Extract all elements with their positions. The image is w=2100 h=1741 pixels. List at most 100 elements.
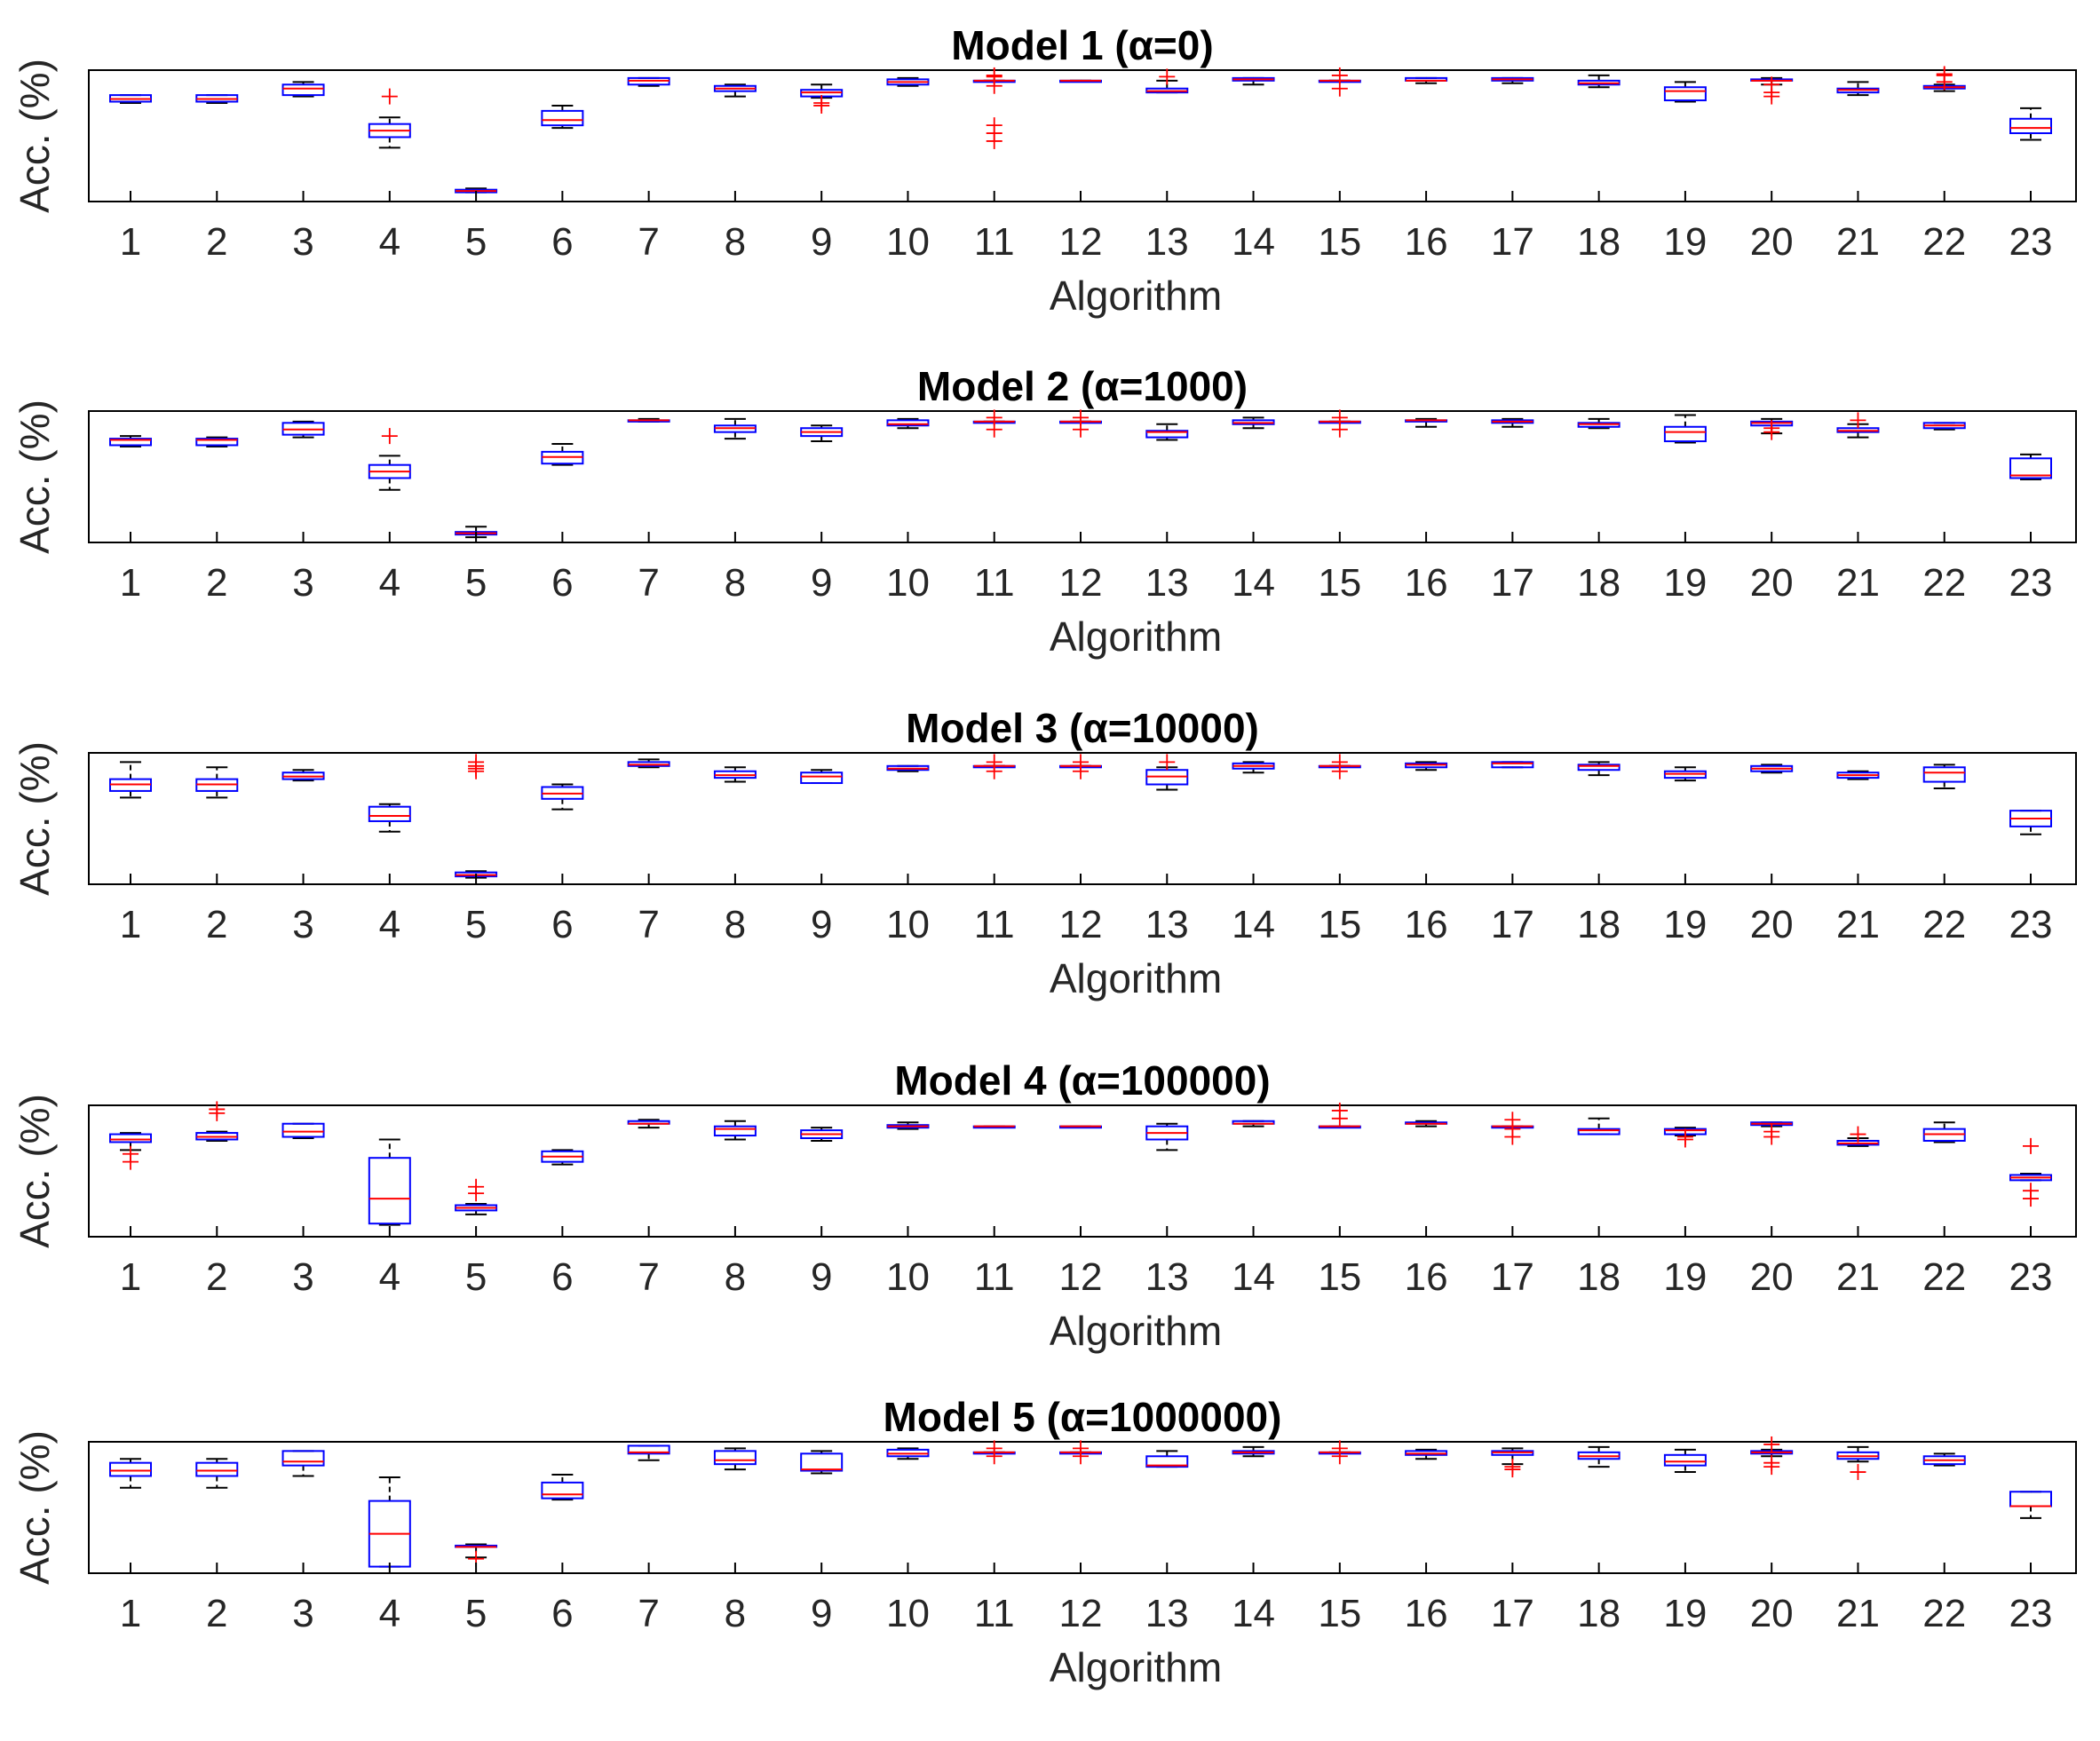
box-algorithm-2 xyxy=(195,94,239,104)
x-tick-label: 14 xyxy=(1232,1255,1275,1299)
box-algorithm-14 xyxy=(1232,761,1275,774)
x-tick-label: 12 xyxy=(1059,561,1103,605)
box-algorithm-4 xyxy=(368,1476,411,1568)
x-tick-label: 21 xyxy=(1836,561,1880,605)
box-algorithm-15 xyxy=(1318,1440,1361,1465)
x-tick-label: 2 xyxy=(206,561,227,605)
outlier-marker xyxy=(123,1145,139,1162)
outlier-marker xyxy=(1504,1112,1521,1128)
iqr-box xyxy=(1577,764,1621,772)
box-algorithm-18 xyxy=(1577,74,1621,89)
x-axis-label: Algorithm xyxy=(1050,1308,1222,1354)
box-algorithm-3 xyxy=(281,81,325,98)
box-algorithm-19 xyxy=(1663,1448,1707,1474)
box-algorithm-3 xyxy=(281,769,325,782)
outlier-marker xyxy=(1159,68,1176,85)
x-tick-label: 2 xyxy=(206,903,227,946)
x-tick-label: 10 xyxy=(886,561,930,605)
box-algorithm-23 xyxy=(2009,107,2052,141)
x-tick-label: 10 xyxy=(886,1592,930,1635)
box-algorithm-13 xyxy=(1145,1450,1189,1468)
box-algorithm-1 xyxy=(109,1458,152,1489)
box-algorithm-22 xyxy=(1922,1121,1966,1144)
box-algorithm-17 xyxy=(1491,1112,1534,1145)
box-algorithm-17 xyxy=(1491,761,1534,769)
x-tick-label: 14 xyxy=(1232,1592,1275,1635)
x-tick-label: 8 xyxy=(725,561,746,605)
x-tick-label: 1 xyxy=(120,1255,141,1299)
box-algorithm-6 xyxy=(541,1149,584,1166)
outlier-marker xyxy=(468,754,485,771)
outlier-marker xyxy=(1331,1102,1348,1119)
box-algorithm-13 xyxy=(1145,754,1189,791)
box-algorithm-16 xyxy=(1405,417,1448,428)
box-algorithm-17 xyxy=(1491,417,1534,428)
outlier-marker xyxy=(1331,1440,1348,1457)
iqr-box xyxy=(800,1452,844,1472)
x-tick-label: 1 xyxy=(120,561,141,605)
iqr-box xyxy=(1663,425,1707,443)
box-algorithm-4 xyxy=(368,88,411,149)
box-algorithm-4 xyxy=(368,803,411,833)
x-axis-label: Algorithm xyxy=(1050,613,1222,660)
x-tick-label: 7 xyxy=(638,220,659,264)
iqr-box xyxy=(281,1450,325,1467)
box-algorithm-5 xyxy=(455,1543,498,1567)
x-tick-label: 12 xyxy=(1059,903,1103,946)
box-algorithm-20 xyxy=(1750,417,1794,440)
iqr-box xyxy=(1577,1128,1621,1136)
iqr-box xyxy=(281,1122,325,1138)
x-tick-label: 17 xyxy=(1491,1592,1534,1635)
box-algorithm-1 xyxy=(109,761,152,799)
x-tick-label: 5 xyxy=(465,561,487,605)
x-tick-label: 17 xyxy=(1491,1255,1534,1299)
iqr-box xyxy=(713,1450,757,1466)
outlier-marker xyxy=(986,754,1002,771)
box-algorithm-9 xyxy=(800,1450,844,1475)
box-algorithm-9 xyxy=(800,83,844,114)
x-tick-label: 14 xyxy=(1232,220,1275,264)
box-algorithm-16 xyxy=(1405,761,1448,772)
x-tick-label: 7 xyxy=(638,1592,659,1635)
box-algorithm-17 xyxy=(1491,76,1534,84)
iqr-box xyxy=(800,772,844,785)
x-tick-label: 12 xyxy=(1059,1592,1103,1635)
x-tick-label: 4 xyxy=(379,1592,400,1635)
box-algorithm-20 xyxy=(1750,1121,1794,1145)
iqr-box xyxy=(281,83,325,97)
box-algorithm-21 xyxy=(1836,81,1880,97)
outlier-marker xyxy=(1763,1436,1780,1452)
box-algorithm-21 xyxy=(1836,1126,1880,1147)
y-axis-label: Acc. (%) xyxy=(12,741,58,896)
outlier-marker xyxy=(986,117,1002,134)
box-algorithm-22 xyxy=(1922,66,1966,92)
box-algorithm-6 xyxy=(541,443,584,466)
box-algorithm-3 xyxy=(281,1122,325,1139)
x-tick-label: 8 xyxy=(725,903,746,946)
outlier-marker xyxy=(1763,1123,1780,1140)
x-tick-label: 21 xyxy=(1836,1592,1880,1635)
axes-frame xyxy=(88,752,2077,885)
box-algorithm-8 xyxy=(713,417,757,440)
x-tick-label: 6 xyxy=(551,220,573,264)
box-algorithm-2 xyxy=(195,1101,239,1142)
box-algorithm-21 xyxy=(1836,412,1880,439)
iqr-box xyxy=(541,1481,584,1500)
box-algorithm-22 xyxy=(1922,764,1966,789)
iqr-box xyxy=(713,1125,757,1137)
x-tick-label: 7 xyxy=(638,1255,659,1299)
x-tick-label: 12 xyxy=(1059,220,1103,264)
x-tick-label: 14 xyxy=(1232,561,1275,605)
x-tick-label: 4 xyxy=(379,1255,400,1299)
box-algorithm-7 xyxy=(627,76,670,87)
box-algorithm-3 xyxy=(281,420,325,439)
box-algorithm-14 xyxy=(1232,416,1275,430)
outlier-marker xyxy=(1331,67,1348,83)
iqr-box xyxy=(1922,766,1966,783)
x-tick-label: 13 xyxy=(1145,903,1189,946)
box-algorithm-22 xyxy=(1922,422,1966,431)
box-algorithm-12 xyxy=(1059,1125,1102,1129)
x-tick-label: 11 xyxy=(974,903,1015,946)
x-tick-label: 9 xyxy=(811,220,832,264)
box-algorithm-13 xyxy=(1145,423,1189,441)
